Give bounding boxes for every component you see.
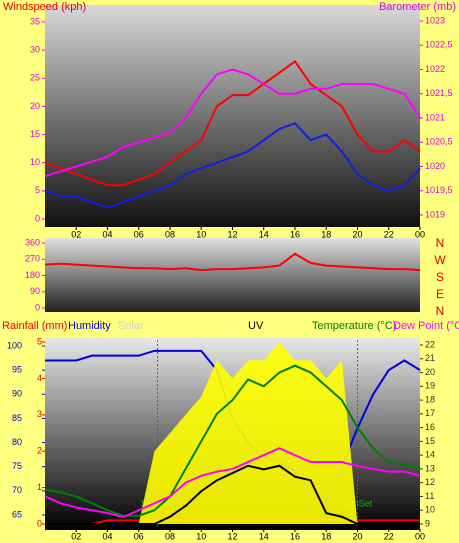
x-tick-label: 00 (415, 229, 425, 239)
x-tick-label: 16 (290, 531, 300, 541)
y-tick-label: 17 (425, 408, 435, 418)
direction-label: N (436, 236, 445, 250)
x-tick-label: 18 (321, 531, 331, 541)
y-tick-label: 1020,5 (425, 137, 453, 147)
y-tick-label: 14 (425, 450, 435, 460)
y-tick-label: 4 (37, 373, 42, 383)
y-tick-label: 95 (12, 365, 22, 375)
y-tick-label: 15 (30, 129, 40, 139)
y-tick-label: 20 (425, 367, 435, 377)
series-name: UV (248, 320, 264, 332)
y-tick-label: 15 (425, 436, 435, 446)
x-tick-label: 12 (227, 229, 237, 239)
series-name: Dew Point (°C (393, 320, 459, 332)
series-name: Rainfall (mm) (2, 320, 67, 332)
y-tick-label: 11 (425, 491, 434, 501)
y-tick-label: 2 (37, 446, 42, 456)
x-tick-label: 16 (290, 229, 300, 239)
x-tick-label: 22 (384, 229, 394, 239)
y-tick-label: 1021 (425, 112, 445, 122)
y-tick-label: 1021,5 (425, 88, 453, 98)
y-tick-label: 5 (37, 336, 42, 346)
y-tick-label: 85 (12, 413, 22, 423)
direction-label: W (434, 253, 446, 267)
direction-label: E (436, 287, 444, 301)
x-tick-label: 18 (321, 229, 331, 239)
y-tick-label: 0 (35, 213, 40, 223)
y-tick-label: 1 (37, 482, 42, 492)
y-tick-label: 360 (25, 237, 40, 247)
x-tick-label: 04 (102, 531, 112, 541)
direction-label: S (436, 270, 444, 284)
x-tick-label: 10 (196, 229, 206, 239)
x-tick-label: 02 (71, 531, 81, 541)
x-tick-label: 12 (227, 531, 237, 541)
axis-title: Barometer (mb) (379, 1, 456, 13)
series-name: Solar (118, 320, 144, 332)
x-tick-label: 02 (71, 229, 81, 239)
y-tick-label: 25 (30, 73, 40, 83)
y-tick-label: 1022,5 (425, 40, 453, 50)
series-line (44, 252, 421, 272)
x-tick-label: 10 (196, 531, 206, 541)
y-tick-label: 270 (25, 254, 40, 264)
x-tick-label: 04 (102, 229, 112, 239)
series-line (44, 68, 421, 178)
series-line (44, 447, 421, 519)
panel-bg (45, 238, 420, 312)
x-tick-label: 14 (259, 229, 269, 239)
series-name: Temperature (°C) (312, 320, 396, 332)
series-line (44, 364, 421, 517)
axis-title: Windspeed (kph) (3, 1, 86, 13)
y-tick-label: 10 (425, 505, 435, 515)
y-tick-label: 1019 (425, 209, 445, 219)
y-tick-label: 1020 (425, 161, 445, 171)
direction-label: N (436, 304, 445, 318)
series-line (45, 464, 420, 525)
y-tick-label: 3 (37, 409, 42, 419)
y-tick-label: 0 (35, 302, 40, 312)
y-tick-label: 12 (425, 477, 435, 487)
y-tick-label: 19 (425, 381, 435, 391)
y-tick-label: 90 (12, 389, 22, 399)
series-name: Humidity (68, 320, 111, 332)
annotation: SunSet (343, 498, 373, 508)
y-tick-label: 70 (12, 485, 22, 495)
y-tick-label: 1023 (425, 15, 445, 25)
y-tick-label: 22 (425, 339, 435, 349)
x-tick-label: 20 (352, 531, 362, 541)
y-tick-label: 1019,5 (425, 185, 453, 195)
x-tick-label: 20 (352, 229, 362, 239)
y-tick-label: 9 (425, 518, 430, 528)
x-tick-label: 06 (134, 229, 144, 239)
series-line (44, 122, 421, 209)
y-tick-label: 21 (425, 353, 435, 363)
y-tick-label: 90 (30, 286, 40, 296)
y-tick-label: 75 (12, 461, 22, 471)
y-tick-label: 30 (30, 45, 40, 55)
x-tick-label: 14 (259, 531, 269, 541)
y-tick-label: 100 (7, 340, 22, 350)
x-tick-label: 00 (415, 531, 425, 541)
y-tick-label: 5 (35, 185, 40, 195)
y-tick-label: 80 (12, 437, 22, 447)
y-tick-label: 18 (425, 394, 435, 404)
x-tick-label: 22 (384, 531, 394, 541)
y-tick-label: 180 (25, 270, 40, 280)
panel-bg (45, 5, 420, 227)
series-line (44, 59, 421, 187)
y-tick-label: 35 (30, 16, 40, 26)
x-tick-label: 08 (165, 229, 175, 239)
y-tick-label: 16 (425, 422, 435, 432)
y-tick-label: 13 (425, 463, 435, 473)
y-tick-label: 1022 (425, 64, 445, 74)
x-tick-label: 06 (134, 531, 144, 541)
y-tick-label: 10 (30, 157, 40, 167)
x-tick-label: 08 (165, 531, 175, 541)
y-tick-label: 20 (30, 101, 40, 111)
y-tick-label: 0 (37, 518, 42, 528)
y-tick-label: 65 (12, 509, 22, 519)
